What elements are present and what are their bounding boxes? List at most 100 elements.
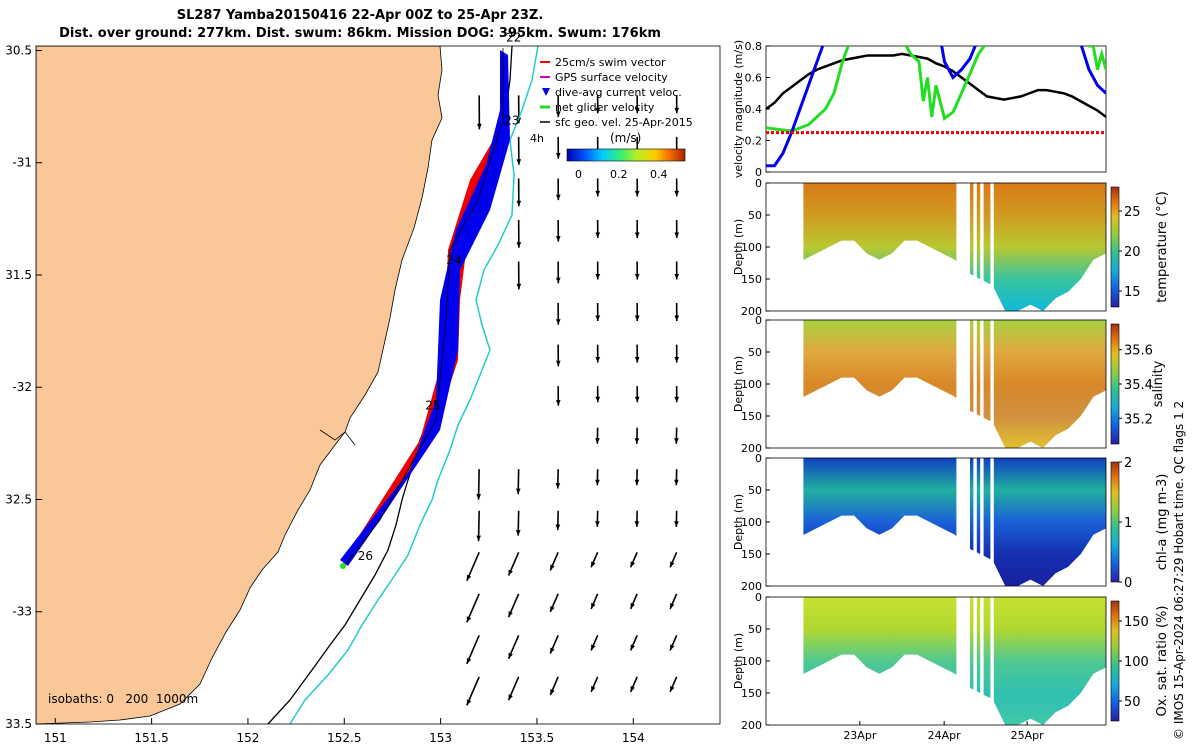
- section-data-gap: [766, 320, 804, 448]
- section-ytick-label: 200: [741, 719, 762, 732]
- current-vector-head: [674, 438, 679, 444]
- velocity-series-0: [766, 52, 1106, 118]
- land-area: [36, 46, 443, 724]
- section-ytick-label: 0: [755, 591, 762, 604]
- section-data-gap: [956, 597, 970, 725]
- section-xtick-label: 24Apr: [928, 729, 962, 742]
- section-colorbar: [1110, 461, 1120, 583]
- section-ytick-label: 150: [741, 273, 762, 286]
- section-data-field: [766, 458, 1106, 586]
- current-vector-head: [634, 107, 640, 114]
- current-vector-head: [634, 232, 640, 238]
- credit-text: © IMOS 15-Apr-2024 06:27:29 Hobart time.…: [1172, 400, 1186, 740]
- section-ytick-label: 100: [741, 378, 762, 391]
- current-vector-head: [550, 647, 555, 654]
- section-ytick-label: 50: [748, 623, 762, 636]
- section-data-gap: [956, 458, 970, 586]
- current-vector-head: [595, 232, 601, 238]
- current-vector-head: [595, 438, 600, 444]
- current-vector-head: [670, 685, 675, 692]
- current-vector-head: [634, 479, 640, 486]
- colorbar-tick-1: 0.2: [610, 168, 628, 181]
- current-vector-head: [670, 602, 675, 609]
- map-ytick-label: 33.5: [5, 717, 32, 731]
- section-ytick-label: 100: [741, 655, 762, 668]
- section-data-field: [766, 183, 1106, 311]
- map-ytick-label: -31: [12, 156, 32, 170]
- current-vector-head: [555, 483, 561, 489]
- colorbar-tick-label: 20: [1124, 245, 1141, 260]
- section-data-gap: [990, 597, 994, 725]
- velocity-ytick-label: 0: [755, 166, 762, 179]
- colorbar-tick-label: 35.4: [1124, 378, 1153, 393]
- current-vector-head: [516, 283, 522, 290]
- section-data-gap: [990, 320, 994, 448]
- current-vector-head: [595, 107, 601, 114]
- section-data-gap: [973, 320, 977, 448]
- current-vector-head: [555, 153, 561, 159]
- isobath-1000m: [289, 46, 539, 724]
- current-vector-head: [674, 273, 680, 280]
- current-vector-head: [515, 488, 521, 495]
- current-vector-head: [555, 360, 561, 367]
- map-ytick-label: 32.5: [5, 492, 32, 506]
- section-ytick-label: 50: [748, 209, 762, 222]
- section-ylabel: Depth (m): [732, 219, 745, 275]
- colorbar-tick-label: 50: [1124, 695, 1141, 710]
- current-vector-head: [466, 616, 472, 623]
- current-vector-head: [550, 605, 555, 612]
- section-cbar-label: chl-a (mg m-3): [1155, 474, 1170, 571]
- map-xtick-label: 153.5: [520, 731, 554, 745]
- legend-item-net-glider: net glider velocity: [555, 101, 655, 114]
- current-vector-head: [674, 521, 679, 527]
- current-vector-head: [674, 315, 680, 322]
- current-vector-head: [634, 357, 640, 363]
- map-ytick-label: 31.5: [5, 268, 32, 282]
- current-vector-head: [477, 123, 482, 130]
- current-vector-head: [630, 602, 635, 609]
- current-vector-head: [595, 190, 601, 197]
- section-data-gap: [973, 183, 977, 311]
- day-label-group: 22 23 24 25 26: [358, 31, 522, 564]
- map-xtick-label: 154: [622, 731, 645, 745]
- section-ytick-label: 50: [748, 346, 762, 359]
- section-xtick-label: 23Apr: [843, 729, 877, 742]
- colorbar-tick-label: 2: [1124, 456, 1132, 471]
- current-vector-head: [674, 190, 680, 197]
- section-ylabel: Depth (m): [732, 633, 745, 689]
- current-vector-head: [466, 574, 472, 581]
- section-data-gap: [973, 458, 977, 586]
- colorbar-tick-label: 100: [1124, 655, 1149, 670]
- colorbar-tick-0: 0: [575, 168, 582, 181]
- colorbar-unit-label: (m/s): [610, 131, 641, 145]
- current-vector-head: [508, 652, 513, 659]
- glider-track-line: [344, 48, 504, 566]
- colorbar-tick-label: 25: [1124, 205, 1141, 220]
- current-vector-head: [555, 111, 561, 118]
- map-xtick-label: 151.5: [134, 731, 168, 745]
- colorbar-tick-2: 0.4: [650, 168, 668, 181]
- current-vector-head: [634, 438, 640, 444]
- section-data-gap: [956, 320, 970, 448]
- isobaths-label: isobaths: 0 200 1000m: [48, 692, 198, 706]
- current-vector-head: [555, 236, 561, 242]
- section-data-gap: [973, 597, 977, 725]
- section-data-gap: [766, 458, 804, 586]
- current-vector-head: [674, 396, 680, 403]
- section-cbar-label: temperature (°C): [1155, 191, 1170, 303]
- current-vector-head: [476, 493, 481, 500]
- current-vector-head: [634, 190, 640, 197]
- legend-item-sfc-geo: sfc geo. vel. 25-Apr-2015: [555, 116, 693, 129]
- colorbar-tick-label: 35.6: [1124, 344, 1153, 359]
- current-vector-head: [508, 611, 513, 618]
- current-vector-head: [550, 689, 555, 696]
- current-vector-head: [591, 644, 596, 651]
- coast-islands: [319, 429, 356, 446]
- section-data-gap: [980, 183, 984, 311]
- current-vector-head: [466, 657, 472, 664]
- map-legend: 25cm/s swim vector GPS surface velocity …: [530, 56, 693, 181]
- legend-item-swim-vector: 25cm/s swim vector: [555, 56, 666, 69]
- day-label: 24: [446, 253, 461, 267]
- section-data-field: [766, 597, 1106, 725]
